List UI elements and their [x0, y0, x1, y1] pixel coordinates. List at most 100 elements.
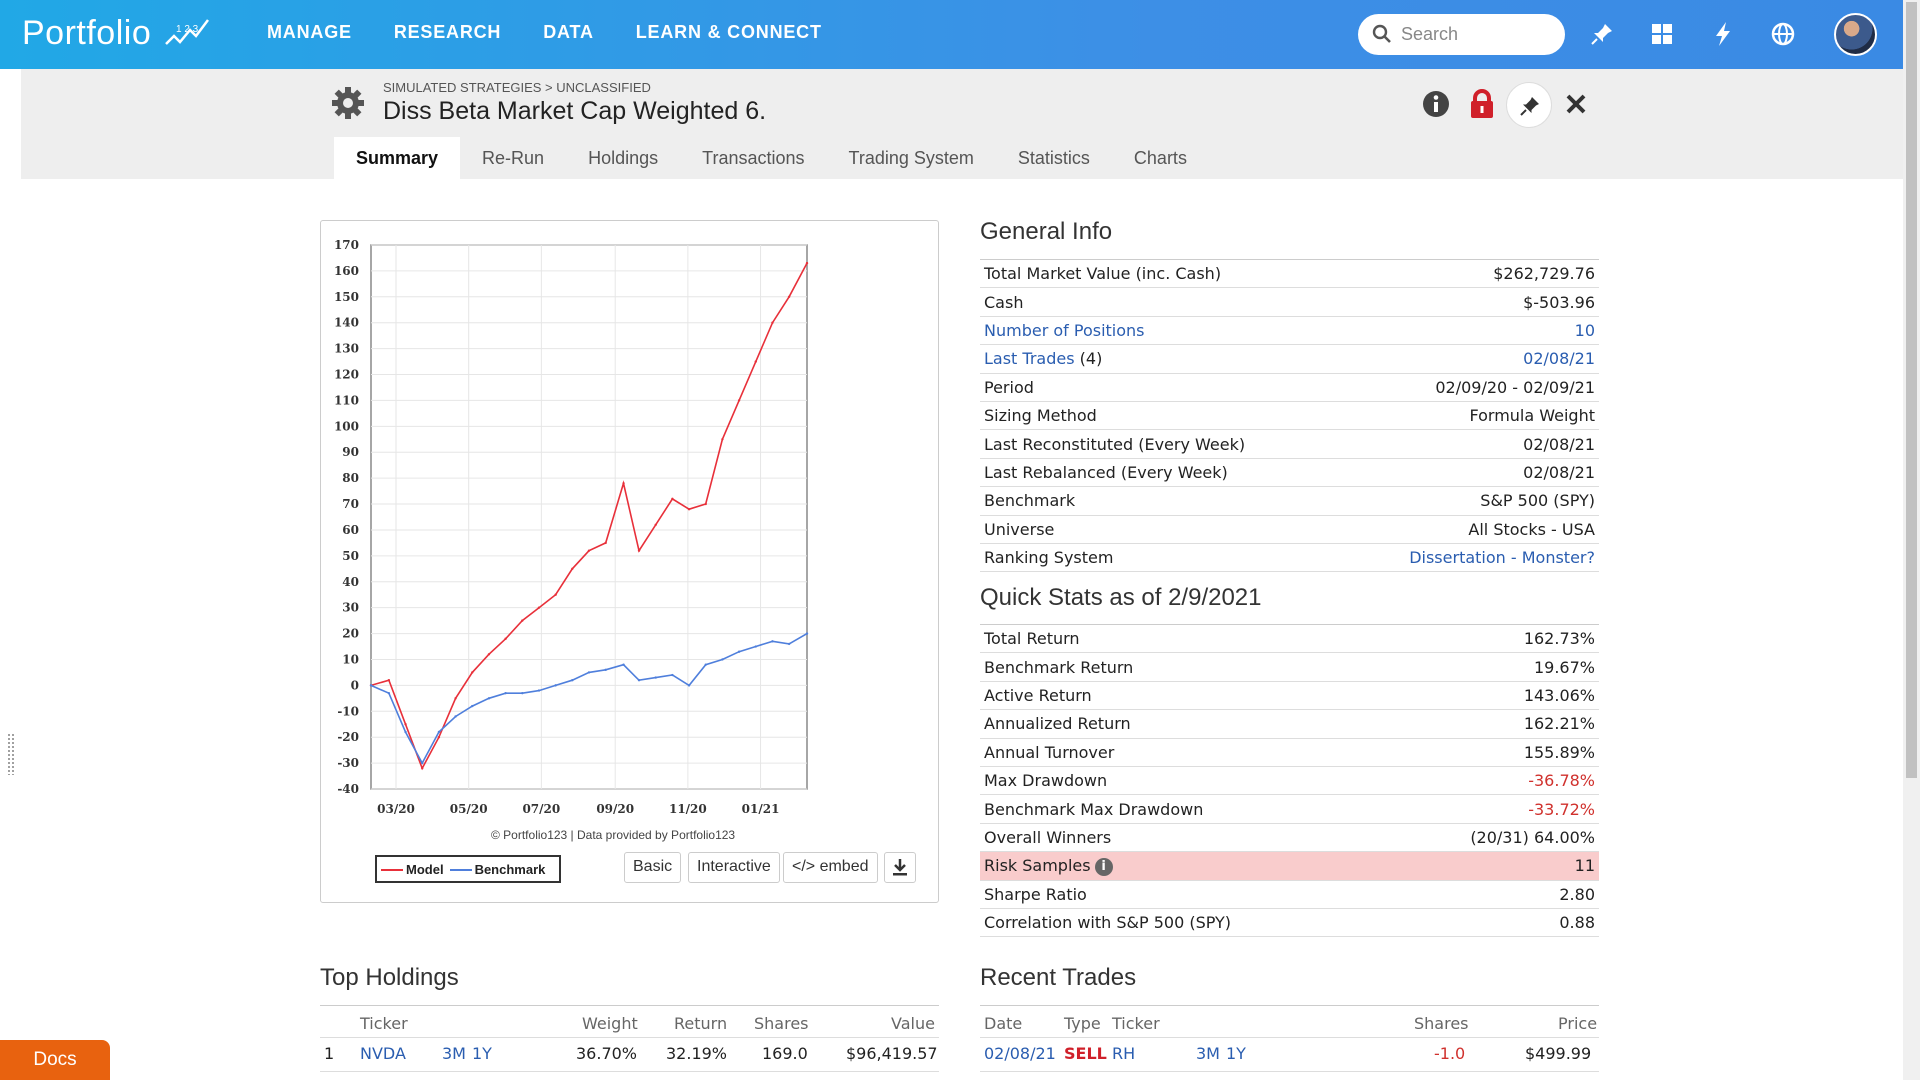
gi-value: 02/08/21 — [1523, 462, 1595, 482]
qs-label: Overall Winners — [984, 828, 1111, 847]
tab-statistics[interactable]: Statistics — [1017, 148, 1090, 168]
gi-label[interactable]: Number of Positions — [984, 321, 1145, 340]
scrollbar-thumb[interactable] — [1906, 2, 1917, 778]
qs-label: Benchmark Max Drawdown — [984, 800, 1203, 819]
nav-manage[interactable]: MANAGE — [267, 22, 352, 42]
page-scrollbar[interactable] — [1903, 0, 1920, 1080]
tab-summary[interactable]: Summary — [334, 137, 461, 179]
trade-ticker-link[interactable]: RH — [1112, 1044, 1136, 1063]
basic-button[interactable]: Basic — [624, 852, 682, 883]
download-button[interactable] — [884, 852, 916, 883]
holding-1y-link[interactable]: 1Y — [472, 1044, 492, 1063]
holding-ticker-link[interactable]: NVDA — [360, 1044, 406, 1063]
trade-1y-link[interactable]: 1Y — [1226, 1044, 1246, 1063]
holding-3m-link[interactable]: 3M — [442, 1044, 466, 1063]
data-point — [587, 671, 591, 674]
trade-3m-link[interactable]: 3M — [1196, 1044, 1220, 1063]
tab-holdings[interactable]: Holdings — [588, 148, 659, 168]
col-weight[interactable]: Weight — [582, 1014, 638, 1033]
gi-label[interactable]: Last Trades (4) — [984, 349, 1102, 368]
trade-date-link[interactable]: 02/08/21 — [984, 1044, 1056, 1063]
data-point — [671, 673, 674, 677]
gi-label: Last Reconstituted (Every Week) — [984, 435, 1245, 454]
gi-label-text: Universe — [984, 519, 1055, 539]
legend-benchmark[interactable]: Benchmark — [449, 862, 545, 877]
info-icon[interactable] — [1420, 88, 1452, 120]
breadcrumb[interactable]: SIMULATED STRATEGIES > UNCLASSIFIED — [383, 80, 651, 95]
drag-handle[interactable] — [7, 733, 15, 775]
globe-icon[interactable] — [1769, 20, 1797, 48]
gi-label: Sizing Method — [984, 406, 1097, 425]
qs-label: Benchmark Return — [984, 658, 1133, 677]
pin-icon[interactable] — [1588, 20, 1616, 48]
search-placeholder: Search — [1401, 24, 1459, 44]
col-value[interactable]: Value — [891, 1014, 935, 1033]
gi-row: Cash $-503.96 — [980, 288, 1599, 317]
embed-button[interactable]: </> embed — [783, 852, 878, 883]
docs-button[interactable]: Docs — [0, 1040, 110, 1080]
grid-icon[interactable] — [1648, 20, 1676, 48]
pin-button[interactable] — [1506, 82, 1552, 128]
col-ticker[interactable]: Ticker — [360, 1014, 408, 1033]
y-tick-label: 90 — [342, 445, 359, 459]
tab-charts[interactable]: Charts — [1133, 148, 1187, 168]
page-title: Diss Beta Market Cap Weighted 6. — [383, 97, 767, 125]
gi-label: Ranking System — [984, 548, 1113, 567]
gi-label: Cash — [984, 293, 1023, 312]
tab-re-run[interactable]: Re-Run — [482, 148, 545, 168]
close-icon[interactable] — [1560, 88, 1592, 120]
performance-chart[interactable]: 1701601501401301201101009080706050403020… — [321, 221, 940, 821]
gi-value[interactable]: Dissertation - Monster? — [1409, 548, 1595, 568]
trade-type: SELL — [1064, 1044, 1107, 1063]
recent-trades-divider — [980, 1005, 1599, 1006]
interactive-button[interactable]: Interactive — [688, 852, 780, 883]
data-point — [637, 549, 641, 552]
gi-label: Total Market Value (inc. Cash) — [984, 264, 1221, 283]
gear-icon[interactable] — [330, 85, 366, 121]
data-point — [454, 715, 457, 718]
col-price[interactable]: Price — [1558, 1014, 1598, 1033]
nav-data[interactable]: DATA — [543, 22, 594, 42]
nav-learn-connect[interactable]: LEARN & CONNECT — [635, 22, 822, 42]
data-point — [787, 642, 791, 646]
gi-label-text[interactable]: Number of Positions — [984, 320, 1145, 340]
qs-row: Risk Samples i 11 — [980, 852, 1599, 881]
gi-value: 02/09/20 - 02/09/21 — [1435, 377, 1595, 397]
tab-trading-system[interactable]: Trading System — [848, 148, 974, 168]
y-tick-label: -20 — [337, 730, 359, 744]
data-point — [421, 767, 424, 770]
col-shares[interactable]: Shares — [1414, 1014, 1469, 1033]
col-date[interactable]: Date — [984, 1014, 1023, 1033]
bolt-icon[interactable] — [1709, 20, 1737, 48]
col-ticker[interactable]: Ticker — [1112, 1014, 1160, 1033]
gi-row: Ranking System Dissertation - Monster? — [980, 544, 1599, 573]
data-point — [787, 295, 791, 299]
logo-chart-mark: 1 2 3 — [165, 19, 209, 45]
legend-model[interactable]: Model — [381, 862, 444, 877]
y-tick-label: -30 — [337, 756, 359, 770]
qs-value: -33.72% — [1528, 799, 1595, 819]
col-return[interactable]: Return — [674, 1014, 728, 1033]
col-shares[interactable]: Shares — [754, 1014, 809, 1033]
qs-label-text: Total Return — [984, 629, 1080, 649]
trades-row-divider — [980, 1071, 1599, 1072]
tab-transactions[interactable]: Transactions — [702, 148, 805, 168]
col-type[interactable]: Type — [1064, 1014, 1101, 1033]
gi-value[interactable]: 10 — [1574, 320, 1595, 340]
portfolio123-logo[interactable]: Portfolio — [22, 14, 152, 52]
gi-label-text: Ranking System — [984, 548, 1114, 568]
data-point — [554, 593, 557, 596]
data-point — [487, 653, 491, 656]
data-point — [622, 663, 625, 666]
data-point — [721, 438, 724, 441]
gi-row: Total Market Value (inc. Cash) $262,729.7… — [980, 260, 1599, 289]
search-input[interactable]: Search — [1358, 14, 1565, 55]
nav-research[interactable]: RESEARCH — [393, 22, 502, 42]
gi-label-text[interactable]: Last Trades — [984, 349, 1075, 369]
gi-value[interactable]: 02/08/21 — [1523, 349, 1595, 369]
data-point — [471, 671, 474, 674]
info-icon[interactable]: i — [1094, 857, 1113, 876]
lock-icon[interactable] — [1466, 88, 1498, 120]
holding-return: 32.19% — [666, 1044, 728, 1063]
user-avatar[interactable] — [1834, 13, 1877, 56]
